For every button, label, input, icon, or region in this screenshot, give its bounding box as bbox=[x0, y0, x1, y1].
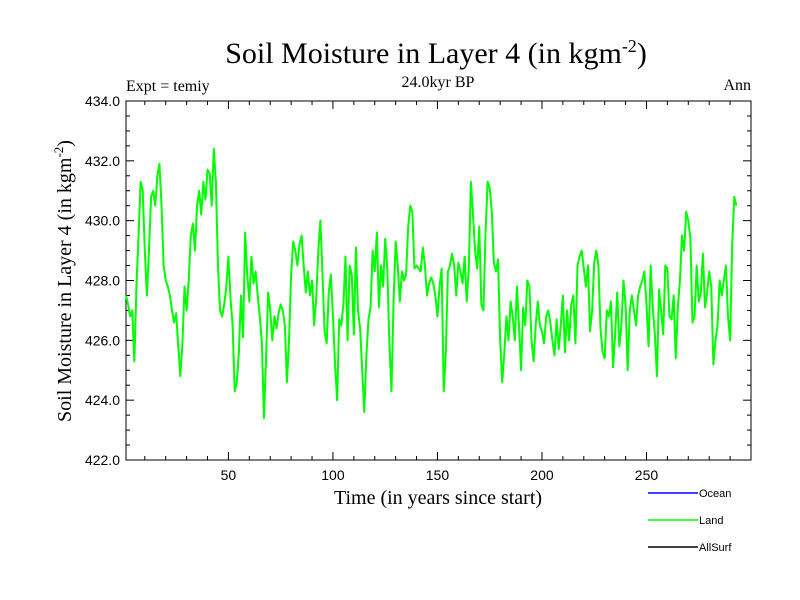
legend-label-ocean: Ocean bbox=[699, 488, 731, 500]
axis-ticks: 422.0 424.0 426.0 428.0 430.0 432.0 434.0 50 100… bbox=[85, 93, 751, 483]
x-tick-label: 200 bbox=[530, 467, 554, 483]
y-tick-label: 434.0 bbox=[85, 93, 120, 109]
season-label: Ann bbox=[723, 77, 751, 94]
legend-label-land: Land bbox=[699, 515, 723, 527]
y-tick-label: 426.0 bbox=[85, 332, 120, 348]
x-tick-label: 50 bbox=[221, 467, 237, 483]
series-line-land bbox=[125, 147, 738, 420]
legend: Ocean Land AllSurf bbox=[648, 488, 732, 554]
y-tick-label: 430.0 bbox=[85, 213, 120, 229]
y-tick-label: 428.0 bbox=[85, 273, 120, 289]
y-tick-label: 422.0 bbox=[85, 452, 120, 468]
legend-label-allsurf: AllSurf bbox=[699, 542, 732, 554]
y-axis-label: Soil Moisture in Layer 4 (in kgm-2) bbox=[51, 140, 76, 422]
series-group bbox=[125, 147, 738, 420]
y-tick-label: 432.0 bbox=[85, 153, 120, 169]
chart-title: Soil Moisture in Layer 4 (in kgm-2) bbox=[225, 36, 647, 70]
y-tick-label: 424.0 bbox=[85, 392, 120, 408]
plot-frame bbox=[125, 100, 752, 461]
x-tick-label: 100 bbox=[321, 467, 345, 483]
x-tick-label: 250 bbox=[635, 467, 659, 483]
period-label: 24.0kyr BP bbox=[402, 74, 475, 91]
x-tick-label: 150 bbox=[426, 467, 450, 483]
x-axis-label: Time (in years since start) bbox=[334, 487, 542, 509]
experiment-label: Expt = temiy bbox=[126, 78, 210, 95]
